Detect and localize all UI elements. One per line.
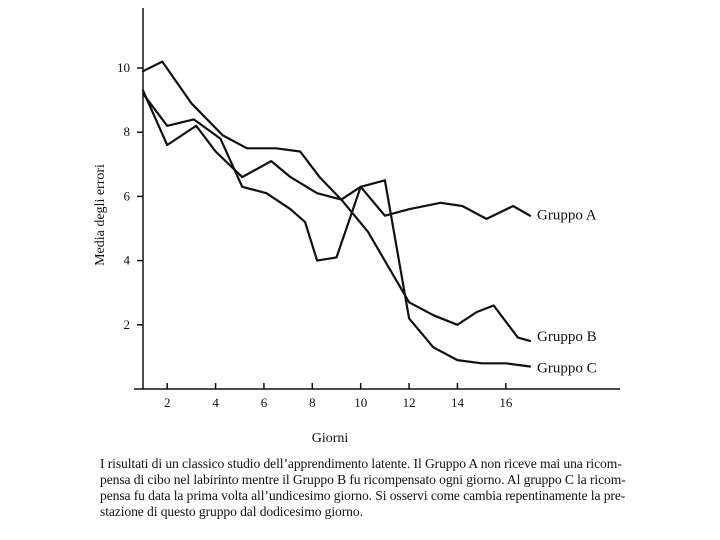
series-line-gruppo-a — [141, 60, 532, 220]
caption-line: pensa fu data la prima volta all’undices… — [100, 488, 626, 503]
series-label-gruppo-c: Gruppo C — [537, 361, 597, 377]
x-tick-label: 14 — [451, 395, 465, 410]
axis-ticks: 2 4 6 8 10 2 4 6 8 10 12 14 16 — [117, 60, 513, 410]
x-tick-label: 10 — [354, 395, 367, 410]
figure-caption: I risultati di un classico studio dell’a… — [100, 456, 660, 520]
y-axis-title: Media degli errori — [93, 164, 108, 266]
x-tick-label: 6 — [261, 395, 268, 410]
x-tick-label: 12 — [403, 395, 416, 410]
series-label-gruppo-b: Gruppo B — [537, 329, 597, 345]
caption-line: pensa di cibo nel labirinto mentre il Gr… — [100, 472, 626, 487]
x-tick-label: 2 — [164, 395, 171, 410]
series-label-gruppo-a: Gruppo A — [537, 208, 597, 224]
y-tick-label: 2 — [124, 317, 131, 332]
y-tick-label: 4 — [124, 253, 131, 268]
x-tick-label: 4 — [212, 395, 219, 410]
caption-line: stazione di questo gruppo dal dodicesimo… — [100, 504, 363, 519]
y-tick-label: 10 — [117, 60, 130, 75]
x-axis-title: Giorni — [312, 431, 349, 446]
caption-line: I risultati di un classico studio dell’a… — [100, 456, 622, 471]
x-tick-label: 16 — [499, 395, 513, 410]
y-tick-label: 6 — [124, 188, 131, 203]
x-tick-label: 8 — [309, 395, 316, 410]
series-line-gruppo-b — [141, 89, 532, 342]
series-lines: Gruppo A Gruppo B Gruppo C — [141, 60, 597, 377]
y-tick-label: 8 — [124, 124, 131, 139]
series-line-gruppo-c — [141, 92, 532, 368]
